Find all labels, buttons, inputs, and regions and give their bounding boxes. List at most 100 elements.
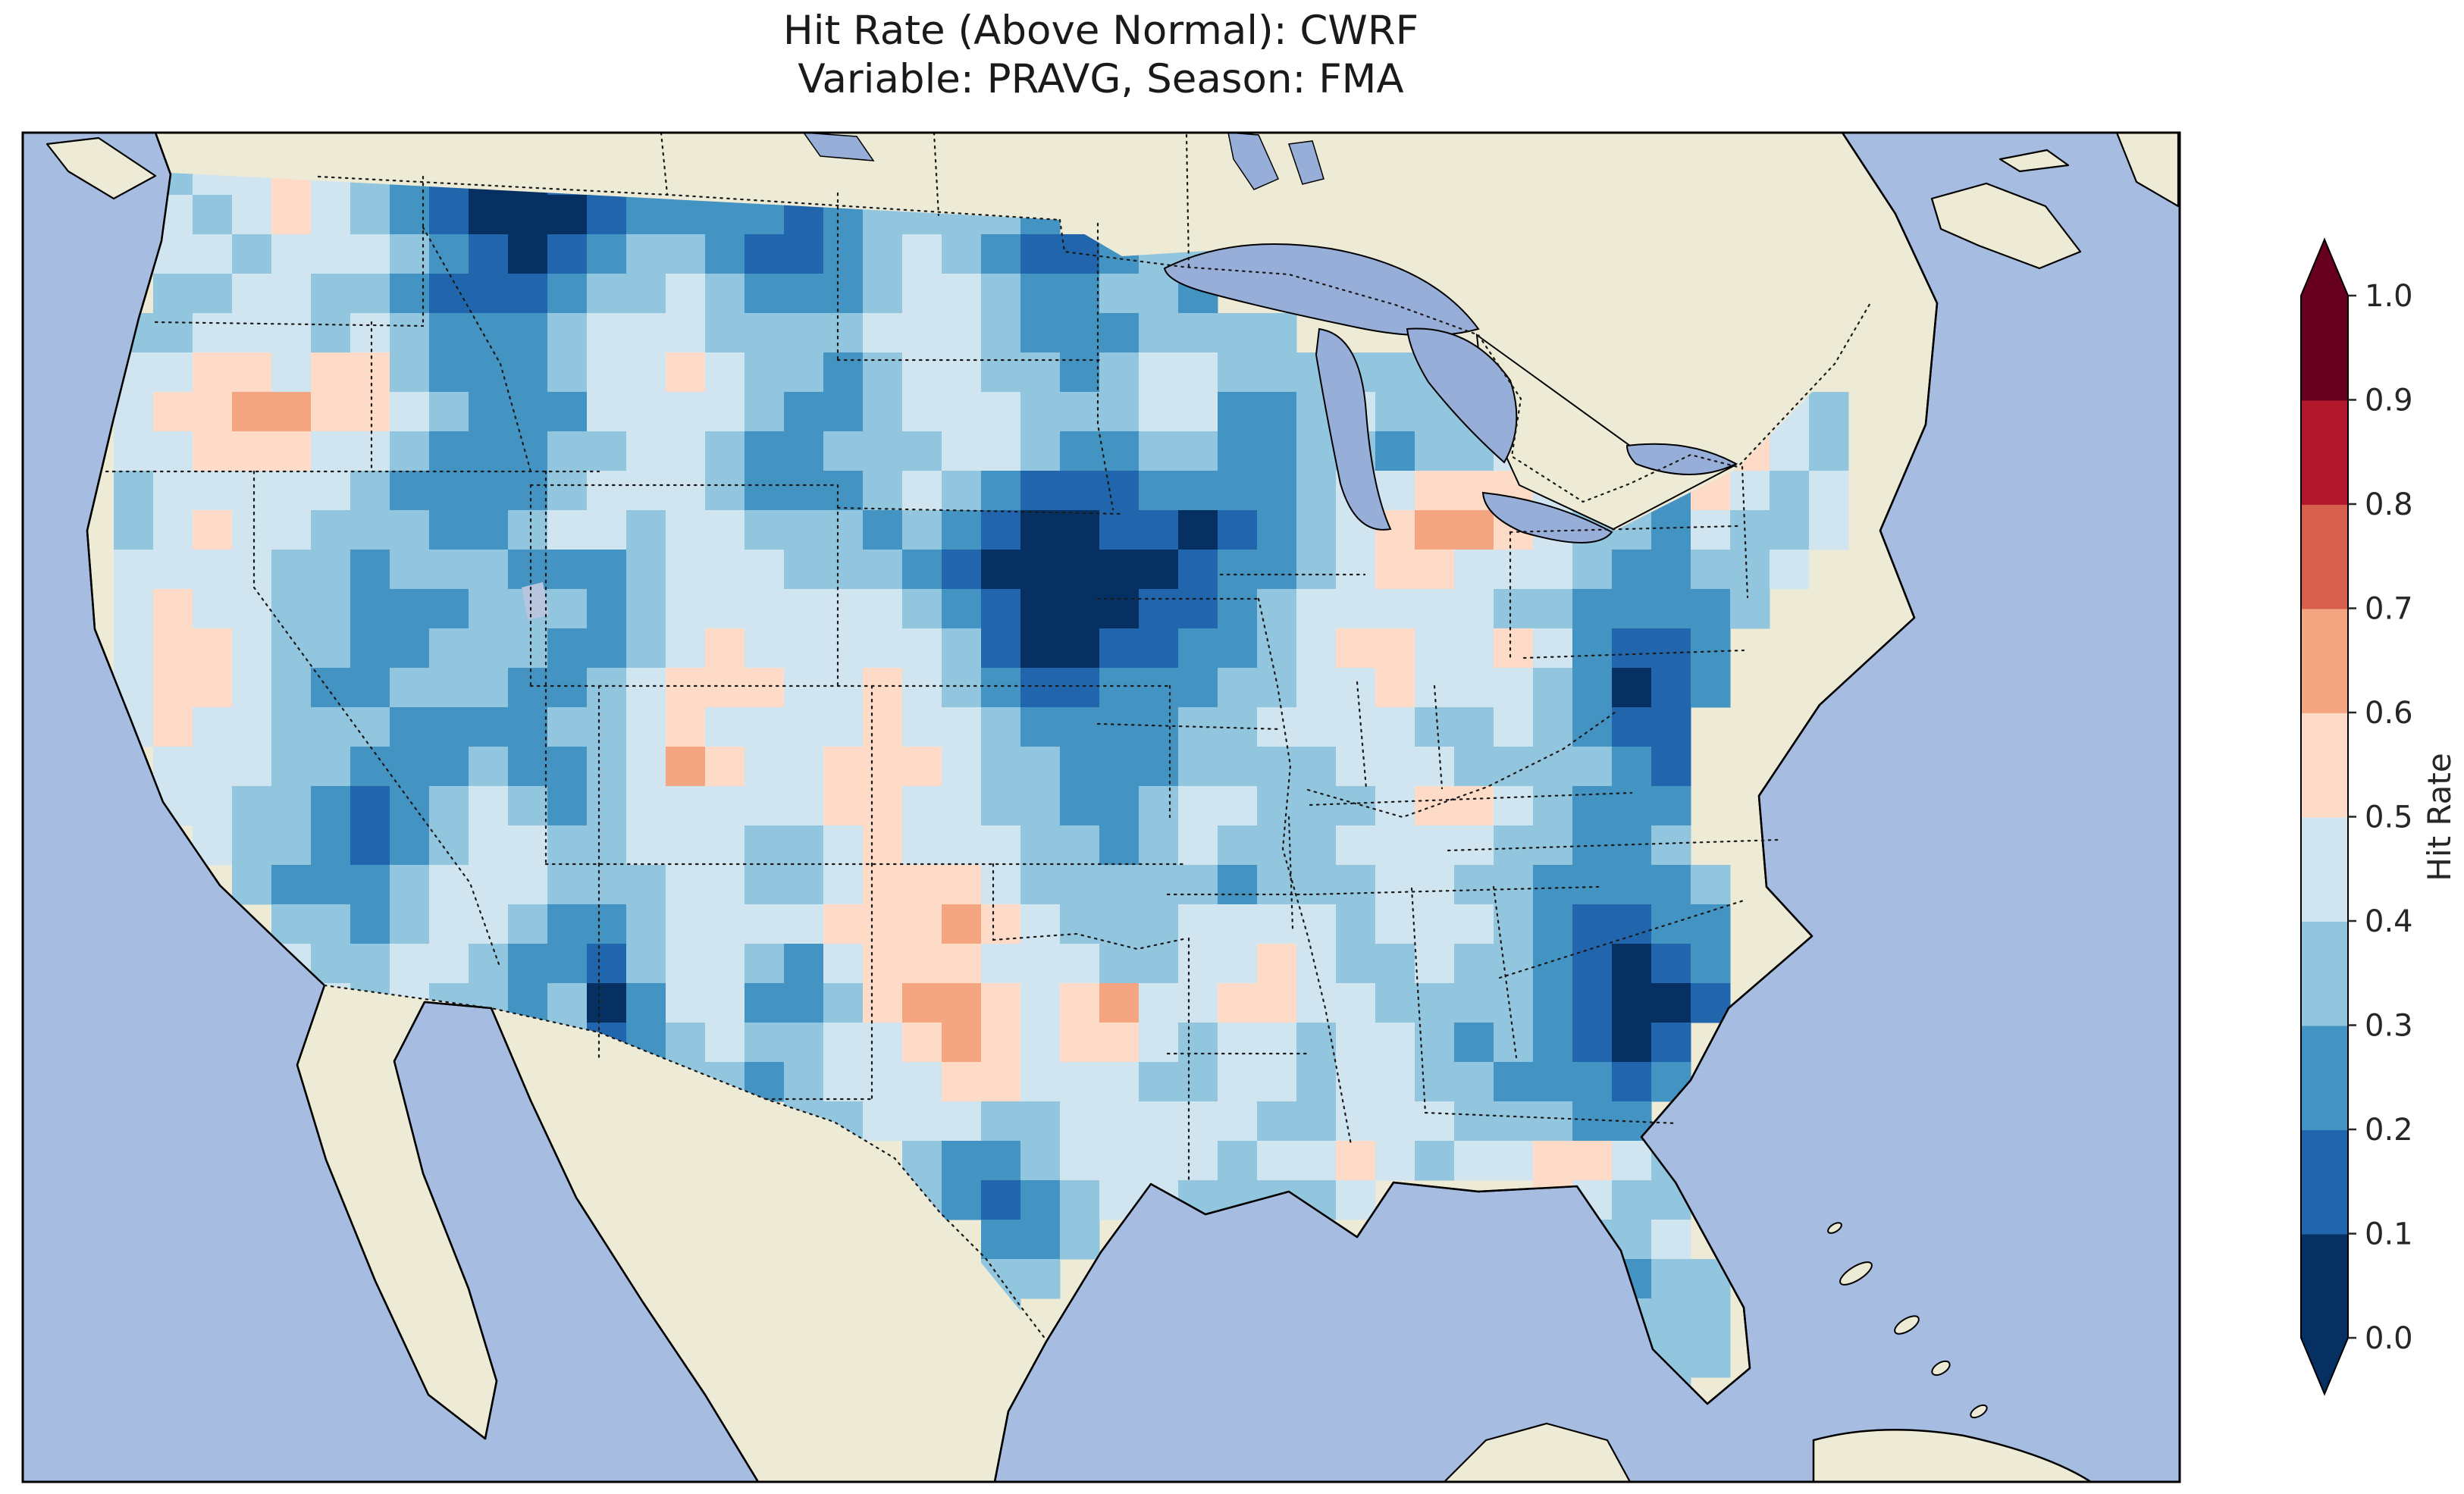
lake-superior — [1163, 243, 1480, 337]
heatmap-cell — [1415, 1062, 1455, 1102]
heatmap-cell — [823, 313, 864, 353]
bahamas-island — [1894, 1315, 1920, 1335]
heatmap-cell — [981, 471, 1021, 511]
heatmap-cell — [1612, 1062, 1652, 1102]
heatmap-cell — [1612, 865, 1652, 905]
heatmap-cell — [863, 352, 903, 393]
colorbar-segment — [2301, 1025, 2348, 1130]
heatmap-cell — [863, 668, 903, 708]
heatmap-cell — [981, 825, 1021, 866]
heatmap-cell — [1336, 944, 1376, 984]
heatmap-cell — [1454, 1141, 1494, 1181]
heatmap-cell — [745, 747, 785, 787]
islands — [1812, 1222, 2093, 1482]
heatmap-cell — [902, 983, 942, 1023]
heatmap-cell — [429, 747, 469, 787]
heatmap-cell — [469, 865, 509, 905]
heatmap-cell — [981, 589, 1021, 629]
heatmap-cell — [1218, 786, 1258, 826]
heatmap-cell — [547, 904, 588, 944]
heatmap-cell — [1020, 392, 1061, 432]
heatmap-cell — [1494, 550, 1534, 590]
heatmap-cell — [153, 431, 193, 471]
heatmap-cell — [1060, 274, 1100, 314]
border-line — [992, 932, 1188, 951]
heatmap-cell — [823, 431, 864, 471]
heatmap-cell — [981, 668, 1021, 708]
heatmap-cell — [942, 589, 982, 629]
heatmap-cell — [1099, 904, 1140, 944]
heatmap-cell — [1375, 1062, 1415, 1102]
heatmap-cell — [469, 786, 509, 826]
heatmap-cell — [823, 944, 864, 984]
heatmap-cell — [1178, 313, 1218, 353]
heatmap-cell — [547, 431, 588, 471]
heatmap-cell — [863, 707, 903, 747]
heatmap-cell — [1099, 589, 1140, 629]
colorbar-tick-label: 0.0 — [2365, 1321, 2413, 1356]
heatmap-cell — [193, 173, 233, 196]
heatmap-cell — [429, 904, 469, 944]
heatmap-cell — [666, 904, 706, 944]
heatmap-cell — [193, 195, 233, 235]
colorbar-tick-label: 0.6 — [2365, 696, 2413, 731]
heatmap-cell — [666, 471, 706, 511]
border-line — [252, 470, 500, 966]
heatmap-cell — [232, 195, 272, 235]
heatmap-cell — [1099, 944, 1140, 984]
heatmap-cell — [508, 825, 548, 866]
heatmap-cell — [1651, 944, 1691, 984]
heatmap-cell — [1336, 707, 1376, 747]
heatmap-cell — [823, 274, 864, 314]
heatmap-cell — [1099, 392, 1140, 432]
heatmap-cell — [547, 352, 588, 393]
heatmap-cell — [705, 1023, 745, 1063]
heatmap-cell — [1730, 471, 1770, 511]
heatmap-cell — [1257, 707, 1297, 747]
heatmap-cell — [626, 904, 666, 944]
heatmap-cell — [626, 274, 666, 314]
heatmap-cell — [350, 825, 390, 866]
heatmap-cell — [1494, 865, 1534, 905]
heatmap-cell — [1533, 904, 1573, 944]
heatmap-cell — [823, 352, 864, 393]
heatmap-cell — [547, 471, 588, 511]
heatmap-cell — [902, 313, 942, 353]
heatmap-cell — [350, 786, 390, 826]
heatmap-cell — [193, 431, 233, 471]
heatmap-cell — [745, 944, 785, 984]
heatmap-cell — [1020, 352, 1061, 393]
heatmap-cell — [863, 1023, 903, 1063]
heatmap-cell — [271, 352, 312, 393]
heatmap-cell — [1691, 510, 1731, 550]
heatmap-cell — [666, 786, 706, 826]
heatmap-cell — [666, 825, 706, 866]
heatmap-cell — [1060, 983, 1100, 1023]
heatmap-cell — [271, 550, 312, 590]
heatmap-cell — [193, 786, 233, 826]
heatmap-cell — [1060, 786, 1100, 826]
heatmap-cell — [942, 1062, 982, 1102]
colorbar-label: Hit Rate — [2421, 753, 2458, 881]
heatmap-cell — [1139, 668, 1179, 708]
cuba — [1812, 1429, 2093, 1482]
heatmap-cell — [1139, 392, 1179, 432]
heatmap-cell — [232, 668, 272, 708]
heatmap-cell — [666, 274, 706, 314]
heatmap-cell — [1494, 707, 1534, 747]
heatmap-cell — [350, 589, 390, 629]
heatmap-cell — [745, 904, 785, 944]
heatmap-cell — [745, 786, 785, 826]
colorbar-segment — [2301, 921, 2348, 1026]
heatmap-cell — [350, 471, 390, 511]
heatmap-cell — [1178, 865, 1218, 905]
heatmap-cell — [823, 825, 864, 866]
colorbar-tick-label: 0.3 — [2365, 1009, 2413, 1044]
heatmap-cell — [587, 274, 627, 314]
heatmap-cell — [745, 431, 785, 471]
heatmap-cell — [232, 274, 272, 314]
heatmap-cell — [587, 944, 627, 984]
heatmap-cell — [902, 274, 942, 314]
heatmap-cell — [823, 471, 864, 511]
heatmap-cell — [1533, 944, 1573, 984]
